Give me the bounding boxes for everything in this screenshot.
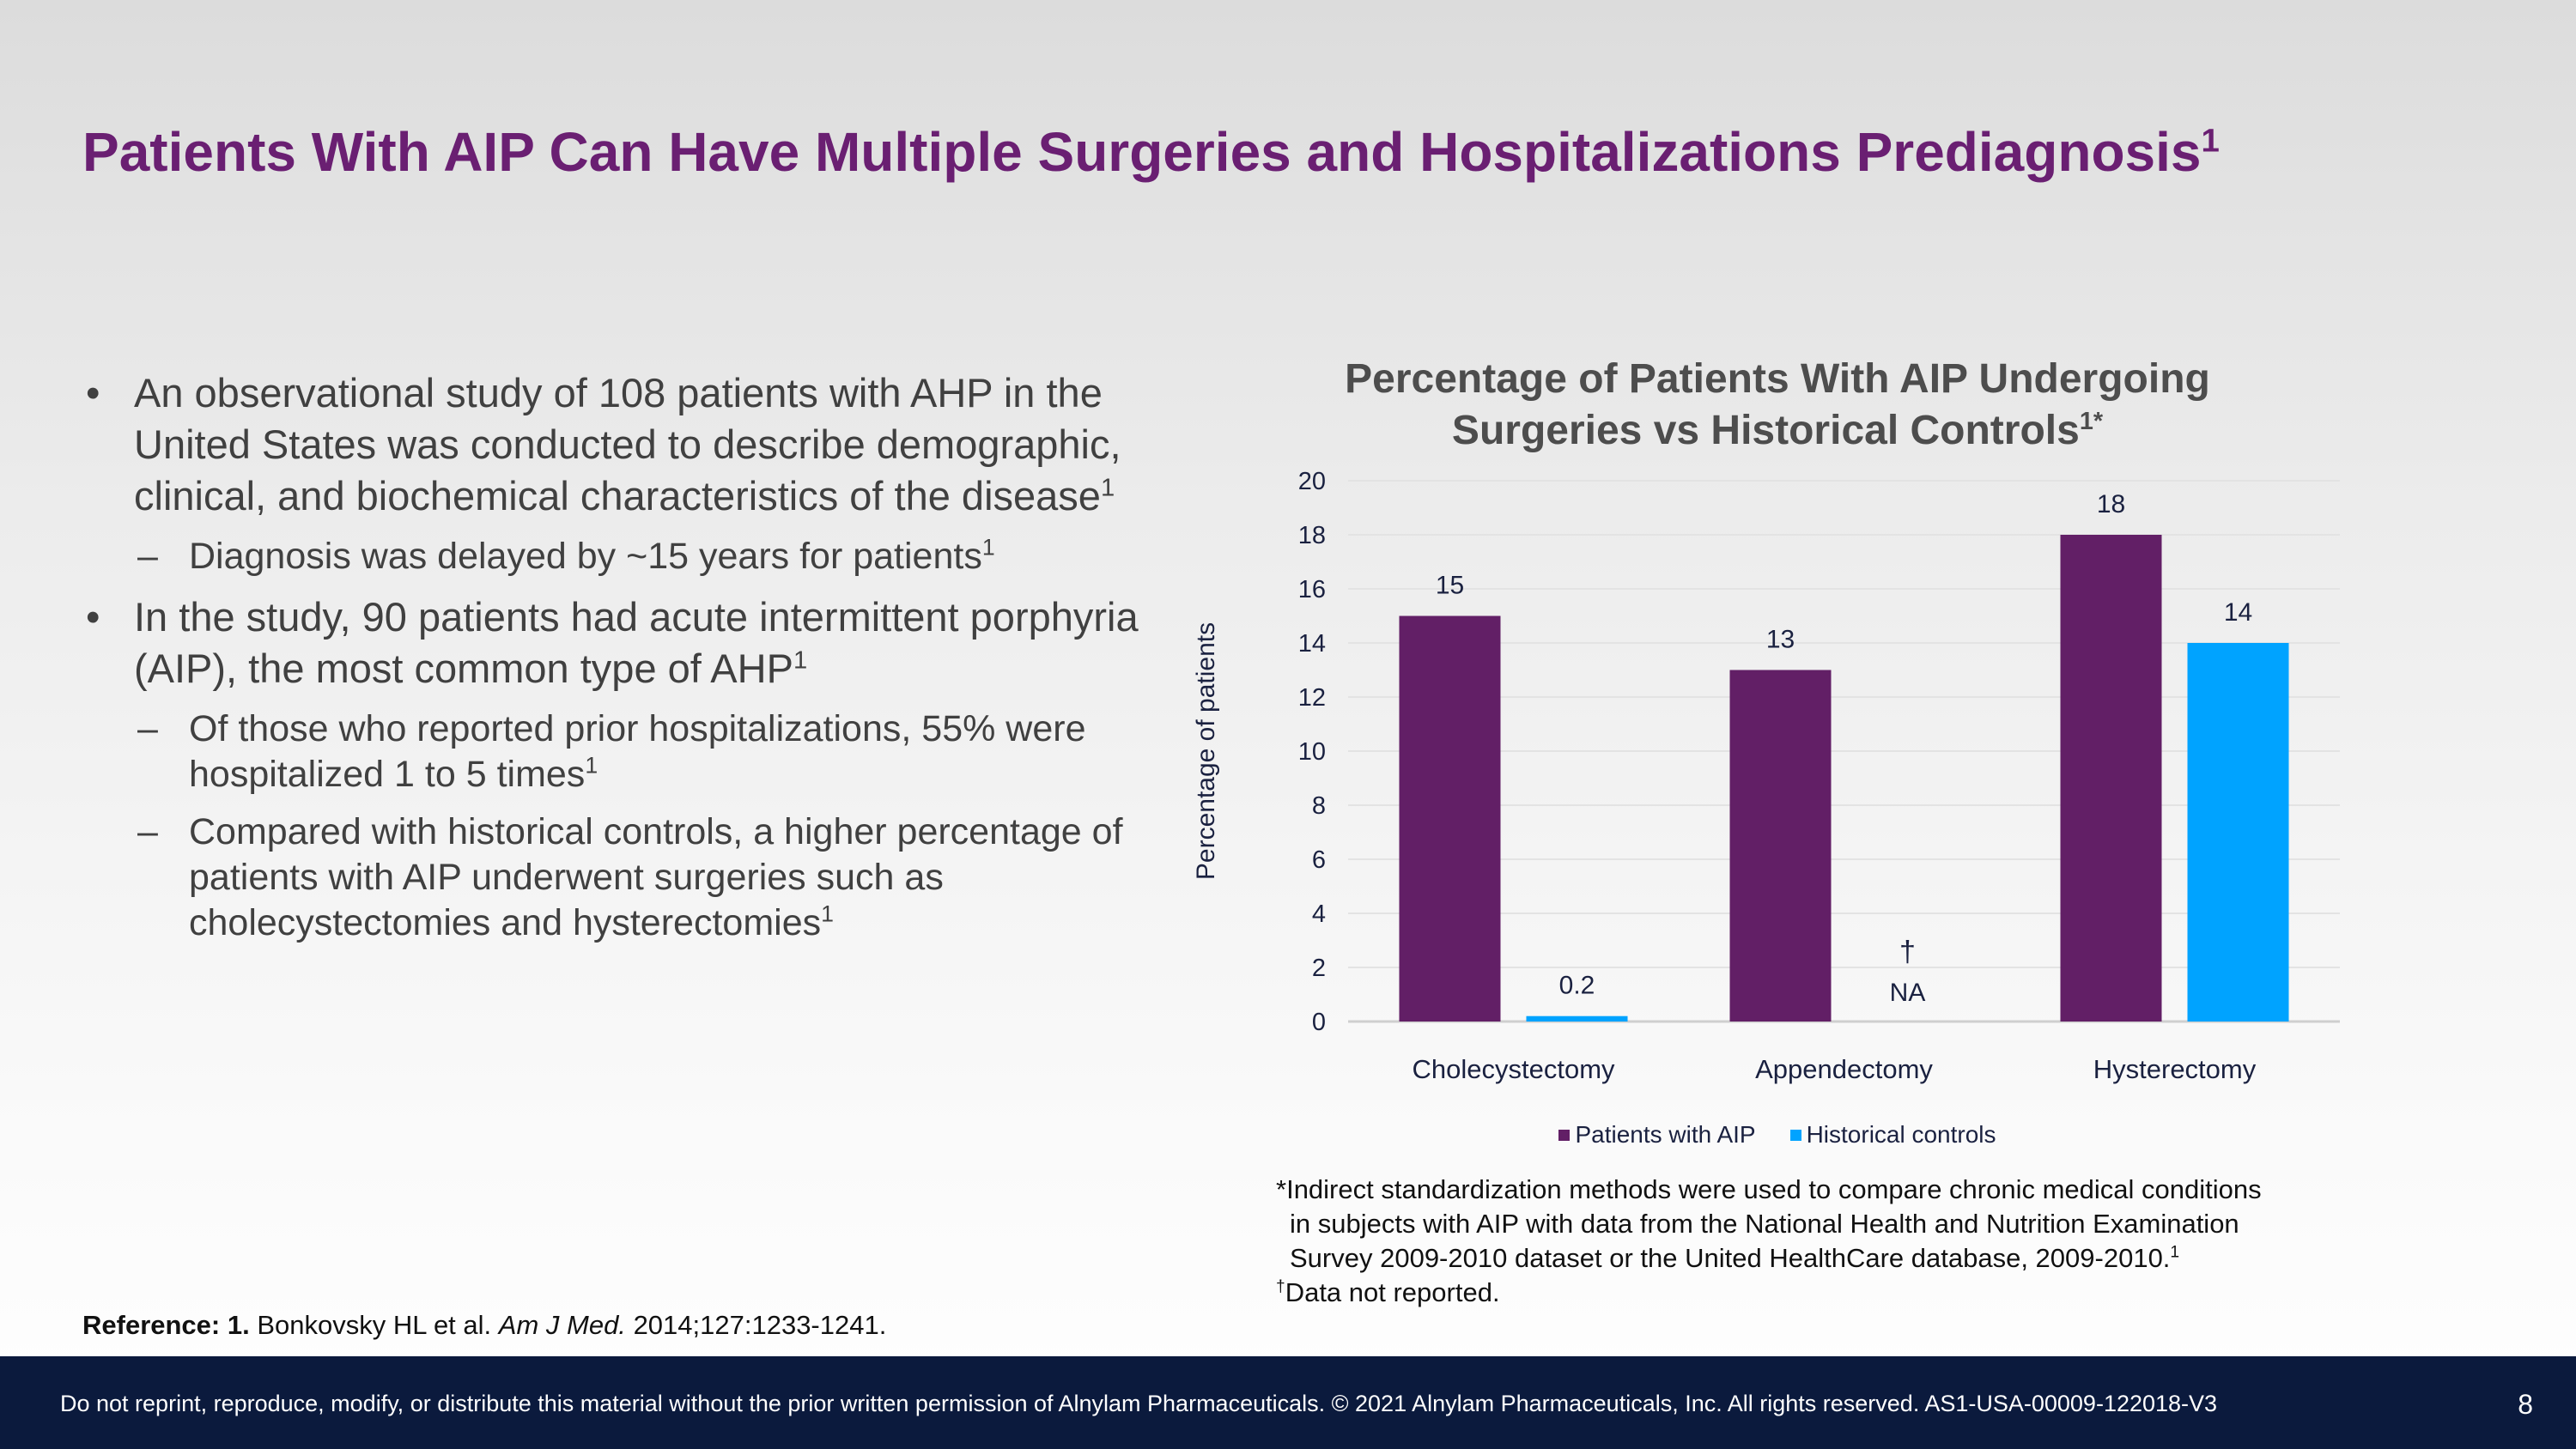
- y-tick-label: 10: [1298, 738, 1326, 766]
- footnote-dagger: †Data not reported.: [1276, 1277, 1500, 1307]
- x-tick-label: Appendectomy: [1755, 1054, 1933, 1084]
- footnote-star-line: in subjects with AIP with data from the …: [1290, 1209, 2239, 1239]
- data-label: 13: [1766, 626, 1795, 654]
- x-tick-label: Cholecystectomy: [1412, 1054, 1615, 1084]
- legend-swatch-aip: [1558, 1129, 1571, 1141]
- slide-title: Patients With AIP Can Have Multiple Surg…: [82, 121, 2220, 183]
- sub-bullet-item: Of those who reported prior hospitalizat…: [82, 706, 1164, 797]
- legend-item-aip: Patients with AIP: [1558, 1121, 1756, 1149]
- data-label: 14: [2224, 598, 2252, 627]
- sub-bullet-item: Diagnosis was delayed by ~15 years for p…: [82, 534, 1164, 579]
- y-tick-label: 8: [1312, 792, 1326, 820]
- bar: [2187, 643, 2289, 1022]
- y-tick-label: 2: [1312, 955, 1326, 982]
- data-label: 15: [1436, 572, 1464, 600]
- reference-citation: Reference: 1. Bonkovsky HL et al. Am J M…: [82, 1310, 887, 1340]
- legend-swatch-controls: [1789, 1129, 1801, 1141]
- chart-title: Percentage of Patients With AIP Undergoi…: [1345, 356, 2210, 453]
- sub-bullet-item: Compared with historical controls, a hig…: [82, 809, 1164, 946]
- data-label: NA: [1890, 979, 1926, 1007]
- bullet-item: In the study, 90 patients had acute inte…: [82, 591, 1164, 694]
- chart-legend: Patients with AIP Historical controls: [1185, 1121, 2370, 1149]
- y-tick-label: 6: [1312, 846, 1326, 874]
- bar: [1399, 615, 1501, 1022]
- missing-data-mark: †: [1899, 936, 1916, 968]
- footnote-star-line: Survey 2009-2010 dataset or the United H…: [1290, 1243, 2180, 1273]
- bullet-list: An observational study of 108 patients w…: [82, 367, 1164, 958]
- y-axis-label: Percentage of patients: [1192, 622, 1220, 880]
- y-tick-label: 0: [1312, 1009, 1326, 1036]
- legend-item-controls: Historical controls: [1789, 1121, 1996, 1149]
- y-tick-label: 12: [1298, 684, 1326, 712]
- bullet-item: An observational study of 108 patients w…: [82, 367, 1164, 522]
- y-tick-label: 14: [1298, 630, 1326, 658]
- data-label: 18: [2097, 490, 2125, 518]
- bar-chart: 0 2 4 6 8 10 12 14 16 18 20 Percentage of patients 1…: [1192, 468, 2340, 1084]
- page-number: 8: [2518, 1389, 2533, 1420]
- y-tick-label: 4: [1312, 900, 1326, 928]
- bar: [1729, 670, 1832, 1022]
- x-tick-label: Hysterectomy: [2093, 1054, 2257, 1084]
- y-tick-label: 20: [1298, 468, 1326, 495]
- copyright-disclaimer: Do not reprint, reproduce, modify, or di…: [60, 1391, 2218, 1416]
- y-tick-label: 18: [1298, 522, 1326, 549]
- footnote-star: *Indirect standardization methods were u…: [1276, 1174, 2262, 1204]
- chart-footnotes: *Indirect standardization methods were u…: [1276, 1173, 2392, 1310]
- bar: [2060, 535, 2162, 1022]
- chart-title-superscript: 1*: [2079, 408, 2104, 435]
- title-superscript: 1: [2201, 122, 2220, 160]
- footer-bar: Do not reprint, reproduce, modify, or di…: [0, 1356, 2576, 1449]
- data-label: 0.2: [1559, 972, 1595, 1000]
- y-tick-label: 16: [1298, 576, 1326, 603]
- bar: [1526, 1016, 1628, 1022]
